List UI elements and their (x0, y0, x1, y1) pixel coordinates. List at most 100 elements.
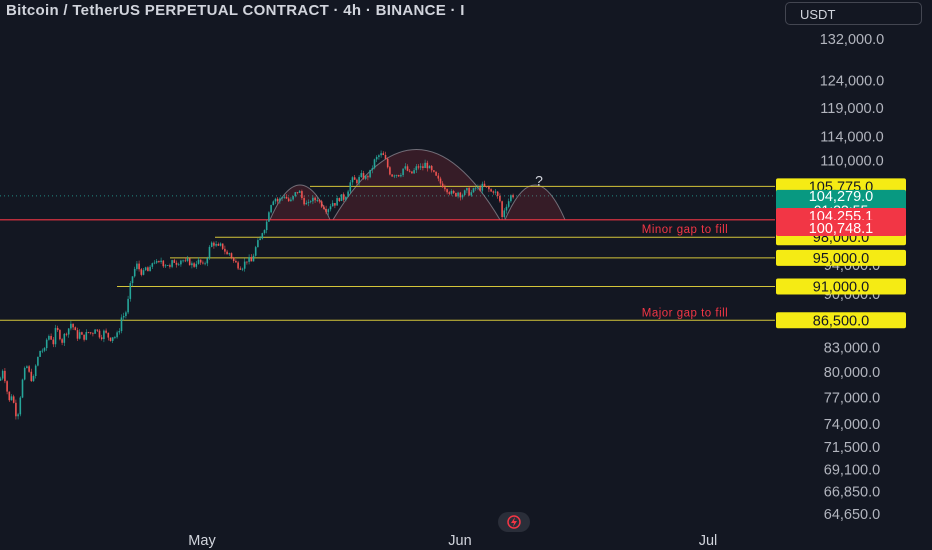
chart-title: Bitcoin / TetherUS PERPETUAL CONTRACT · … (6, 2, 465, 19)
candle-body-95 (208, 246, 211, 259)
candle-body-112 (246, 261, 248, 263)
candle-body-59 (129, 283, 132, 299)
candle-body-119 (261, 233, 264, 239)
candle-body-130 (285, 196, 288, 199)
candle-body-16 (34, 365, 37, 376)
candle-body-157 (345, 196, 347, 200)
candle-body-61 (133, 268, 136, 277)
candle-body-93 (204, 263, 206, 265)
candle-body-128 (281, 197, 283, 199)
y-tick-label-0: 132,000.0 (820, 32, 885, 48)
candle-body-29 (63, 333, 66, 343)
candle-body-1 (1, 370, 4, 379)
candle-body-200 (439, 178, 442, 184)
candle-body-182 (400, 175, 402, 177)
candle-body-50 (109, 337, 112, 341)
candle-body-84 (184, 260, 187, 262)
candle-body-135 (296, 192, 299, 193)
candle-body-11 (23, 367, 26, 380)
candle-body-177 (389, 167, 391, 175)
candle-body-180 (395, 175, 398, 176)
y-tick-label-3: 114,000.0 (820, 130, 883, 146)
candle-body-123 (270, 205, 272, 213)
candle-body-221 (485, 186, 488, 188)
candle-body-48 (105, 330, 107, 333)
candle-body-68 (149, 266, 151, 272)
candle-body-55 (120, 317, 123, 332)
x-tick-label-1: Jun (448, 533, 471, 549)
y-tick-label-8: 80,000.0 (824, 365, 880, 381)
candle-body-138 (303, 198, 305, 205)
candle-body-54 (118, 331, 121, 333)
candle-body-67 (147, 267, 149, 272)
candle-body-216 (474, 187, 477, 189)
candle-body-100 (219, 243, 222, 246)
candle-body-94 (206, 258, 209, 264)
candle-body-116 (254, 247, 257, 256)
candle-body-136 (298, 191, 301, 193)
currency-selector[interactable]: USDT (785, 2, 922, 25)
candle-body-208 (457, 192, 459, 197)
candle-body-223 (490, 189, 492, 192)
candle-body-196 (430, 165, 433, 171)
arc-2 (504, 184, 566, 220)
candle-body-127 (279, 198, 281, 202)
candle-body-199 (437, 175, 440, 179)
candle-body-225 (494, 191, 497, 193)
candle-body-188 (413, 170, 415, 174)
candle-body-120 (263, 230, 266, 234)
candle-body-220 (483, 183, 486, 187)
candle-body-51 (111, 337, 114, 341)
candle-body-226 (496, 191, 499, 196)
candle-body-33 (72, 323, 74, 328)
candle-body-165 (362, 173, 365, 179)
candle-body-31 (67, 328, 70, 335)
candle-body-110 (241, 268, 244, 270)
price-axis[interactable]: 132,000.0 124,000.0 119,000.0 114,000.0 110,… (820, 32, 885, 523)
candle-body-99 (217, 244, 220, 246)
candle-body-26 (56, 327, 59, 331)
candle-body-206 (452, 190, 455, 193)
lightning-button[interactable] (498, 512, 530, 532)
candle-body-159 (349, 182, 352, 192)
candle-body-137 (301, 191, 303, 199)
candle-body-129 (283, 196, 286, 198)
candle-body-218 (479, 187, 481, 191)
candle-body-230 (505, 206, 508, 211)
candle-body-12 (26, 366, 28, 368)
candle-body-167 (367, 176, 369, 178)
y-tick-label-11: 71,500.0 (824, 440, 880, 456)
candle-body-79 (173, 260, 176, 263)
candle-body-32 (70, 323, 72, 329)
candle-body-23 (50, 335, 52, 340)
annotation-1: Major gap to fill (642, 307, 728, 319)
candle-body-75 (164, 265, 167, 267)
candle-body-232 (510, 195, 512, 202)
candle-body-145 (318, 200, 321, 202)
candle-body-49 (107, 332, 110, 338)
candle-body-3 (6, 381, 8, 392)
candle-body-227 (499, 195, 501, 202)
candle-body-146 (320, 201, 323, 207)
candle-body-209 (459, 192, 462, 198)
candle-body-213 (468, 187, 470, 196)
candle-body-184 (404, 166, 407, 169)
candle-body-143 (314, 197, 316, 201)
candle-body-19 (41, 350, 44, 352)
candle-body-88 (193, 263, 195, 267)
level-label-3: 91,000.0 (813, 280, 869, 296)
candle-body-18 (39, 350, 41, 357)
candle-body-124 (272, 201, 275, 206)
candle-body-118 (259, 238, 261, 241)
candle-body-142 (312, 197, 314, 202)
candle-body-125 (274, 198, 277, 202)
candle-body-172 (378, 155, 380, 158)
lightning-icon (507, 515, 521, 529)
candle-body-179 (393, 175, 396, 177)
candle-body-150 (329, 206, 332, 210)
candle-body-10 (21, 379, 24, 398)
candle-body-52 (114, 337, 116, 338)
time-axis[interactable]: May Jun Jul (188, 533, 717, 549)
red-label-1: 100,748.1 (809, 221, 874, 237)
